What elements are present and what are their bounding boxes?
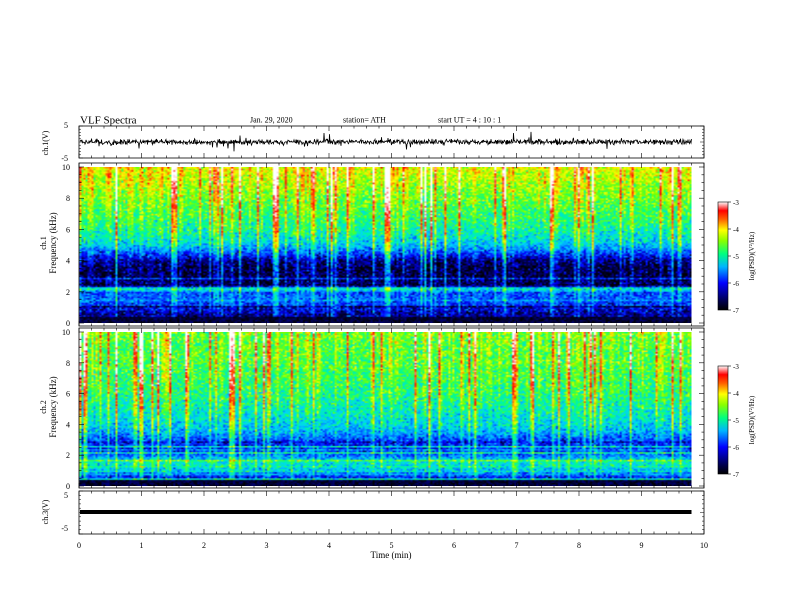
ch1-wave-ylabel: ch.1(V) <box>41 130 50 155</box>
colorbar-2-tick: -4 <box>733 390 739 398</box>
ch3-wave-ytick-bottom: -5 <box>61 524 68 533</box>
ch2-spec-ylabel: Frequency (kHz) <box>48 376 58 437</box>
ch2-colorbar <box>717 365 729 475</box>
x-tick-label: 1 <box>140 541 144 550</box>
colorbar-1-tick: -4 <box>733 226 739 234</box>
ch2-spectrogram <box>79 332 692 486</box>
x-tick-label: 8 <box>577 541 581 550</box>
ch2-spec-ytick: 0 <box>66 482 70 491</box>
ch3-wave-ytick-top: 5 <box>64 491 68 500</box>
x-tick-label: 3 <box>265 541 269 550</box>
colorbar-1-tick: -6 <box>733 280 739 288</box>
ch2-spec-ytick: 6 <box>66 390 70 399</box>
x-axis-label: Time (min) <box>371 550 412 560</box>
colorbar-2-tick: -3 <box>733 363 739 371</box>
ch1-waveform-trace <box>79 131 692 152</box>
x-tick-label: 7 <box>515 541 519 550</box>
ch2-spec-ytick: 8 <box>66 359 70 368</box>
ch3-wave-ylabel: ch.3(V) <box>41 499 50 524</box>
colorbar-1-tick: -3 <box>733 199 739 207</box>
x-tick-label: 5 <box>390 541 394 550</box>
ch1-spec-ytick: 2 <box>66 288 70 297</box>
ch2-spec-ytick: 4 <box>66 420 70 429</box>
colorbar-1-tick: -5 <box>733 253 739 261</box>
x-tick-label: 9 <box>640 541 644 550</box>
colorbar-2-tick: -7 <box>733 471 739 479</box>
ch2-spec-ytick: 2 <box>66 451 70 460</box>
station-label: station= ATH <box>343 116 386 125</box>
date-label: Jan. 29, 2020 <box>250 116 293 125</box>
ch2-spec-ytick: 10 <box>62 328 70 337</box>
ch1-colorbar-label: log(PSD)(V²/Hz) <box>748 231 756 280</box>
ch2-spec-ylabel-channel: ch.2 <box>39 400 48 414</box>
ch1-colorbar <box>717 201 729 311</box>
ch2-colorbar-label: log(PSD)(V²/Hz) <box>748 395 756 444</box>
ch1-spec-ytick: 6 <box>66 225 70 234</box>
x-tick-label: 2 <box>202 541 206 550</box>
ch1-wave-ytick-bottom: -5 <box>61 154 68 163</box>
x-tick-label: 0 <box>77 541 81 550</box>
ch1-wave-ytick-top: 5 <box>64 121 68 130</box>
colorbar-2-tick: -5 <box>733 417 739 425</box>
ch1-spec-ytick: 0 <box>66 319 70 328</box>
ch1-spec-ylabel-channel: ch.1 <box>39 236 48 250</box>
ch1-spectrogram <box>79 167 692 323</box>
ch1-spec-ytick: 8 <box>66 194 70 203</box>
ch1-spec-ytick: 4 <box>66 257 70 266</box>
ch1-spec-ylabel: Frequency (kHz) <box>48 212 58 273</box>
axis-ticks: 0 1 2 3 4 5 6 7 8 9 1010864201086420-3-4-5-6-7-3-4… <box>62 125 739 550</box>
ch1-spec-ytick: 10 <box>62 163 70 172</box>
start-time-label: start UT = 4 : 10 : 1 <box>438 116 501 125</box>
x-tick-label: 10 <box>700 541 708 550</box>
x-tick-label: 4 <box>327 541 331 550</box>
chart-title: VLF Spectra <box>80 115 137 127</box>
colorbar-1-tick: -7 <box>733 307 739 315</box>
x-tick-label: 6 <box>452 541 456 550</box>
colorbar-2-tick: -6 <box>733 444 739 452</box>
